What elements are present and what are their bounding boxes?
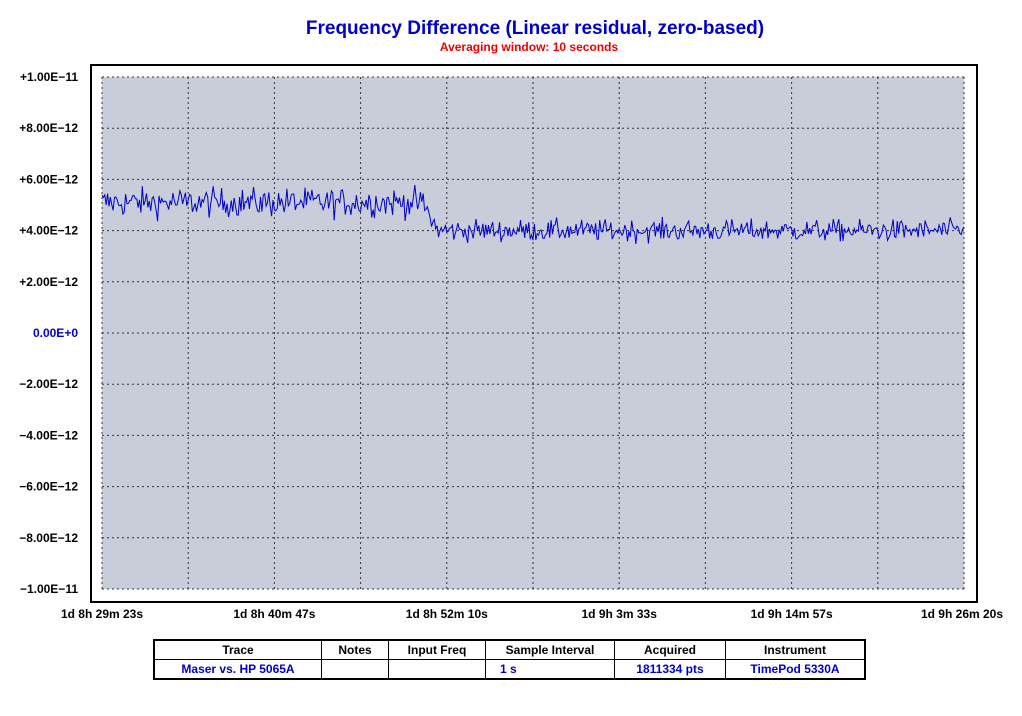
- legend-header-sample-interval: Sample Interval: [485, 639, 615, 660]
- x-tick-label: 1d 8h 29m 23s: [61, 607, 143, 621]
- legend-cell-trace: Maser vs. HP 5065A: [153, 659, 322, 680]
- legend-cell-notes: [321, 659, 389, 680]
- y-tick-label: −2.00E−12: [19, 377, 78, 391]
- legend-row: Maser vs. HP 5065A 1 s 1811334 pts TimeP…: [153, 659, 866, 680]
- legend-cell-sample-interval: 1 s: [485, 659, 615, 680]
- frequency-difference-chart: +1.00E−11 +8.00E−12 +6.00E−12 +4.00E−12 +2.0…: [19, 64, 1003, 621]
- y-tick-label: −6.00E−12: [19, 480, 78, 494]
- legend-header-acquired: Acquired: [614, 639, 726, 660]
- y-tick-label: +8.00E−12: [19, 121, 78, 135]
- legend-cell-instrument: TimePod 5330A: [725, 659, 866, 680]
- y-tick-label: −8.00E−12: [19, 531, 78, 545]
- y-tick-label: −4.00E−12: [19, 428, 78, 442]
- x-tick-label: 1d 9h 26m 20s: [921, 607, 1003, 621]
- chart-title: Frequency Difference (Linear residual, z…: [305, 18, 765, 39]
- x-tick-label: 1d 8h 40m 47s: [233, 607, 315, 621]
- trace-legend-table: Trace Notes Input Freq Sample Interval A…: [153, 639, 866, 680]
- y-tick-label: +4.00E−12: [19, 224, 78, 238]
- series-line-maser-vs-hp-5065a: [101, 184, 965, 245]
- legend-header-row: Trace Notes Input Freq Sample Interval A…: [153, 639, 866, 660]
- legend-cell-input-freq: [388, 659, 486, 680]
- x-tick-label: 1d 9h 3m 33s: [582, 607, 658, 621]
- y-tick-label: −1.00E−11: [20, 582, 78, 596]
- x-tick-label: 1d 8h 52m 10s: [406, 607, 488, 621]
- y-tick-label: +6.00E−12: [19, 172, 78, 186]
- legend-header-instrument: Instrument: [725, 639, 866, 660]
- y-tick-label: +2.00E−12: [19, 275, 78, 289]
- legend-header-input-freq: Input Freq: [388, 639, 486, 660]
- chart-subtitle: Averaging window: 10 seconds: [439, 40, 619, 54]
- x-tick-label: 1d 9h 14m 57s: [751, 607, 833, 621]
- legend-header-trace: Trace: [153, 639, 322, 660]
- y-tick-label: 0.00E+0: [33, 326, 78, 340]
- y-tick-label: +1.00E−11: [20, 70, 78, 84]
- legend-header-notes: Notes: [321, 639, 389, 660]
- legend-cell-acquired: 1811334 pts: [614, 659, 726, 680]
